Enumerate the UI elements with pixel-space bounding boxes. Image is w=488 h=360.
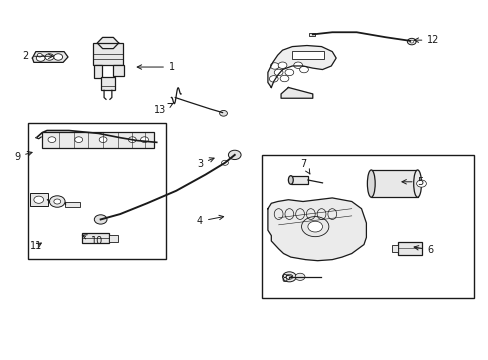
- Circle shape: [36, 55, 45, 61]
- Text: 12: 12: [413, 35, 439, 45]
- Circle shape: [54, 199, 61, 204]
- Bar: [42, 132, 154, 148]
- Polygon shape: [267, 45, 335, 87]
- Circle shape: [274, 69, 283, 76]
- Text: 3: 3: [197, 158, 214, 169]
- Polygon shape: [97, 37, 119, 49]
- Circle shape: [307, 221, 322, 232]
- Ellipse shape: [288, 176, 293, 184]
- Circle shape: [45, 54, 54, 60]
- Polygon shape: [32, 51, 68, 62]
- Bar: [370, 170, 417, 197]
- Circle shape: [37, 53, 42, 57]
- Circle shape: [49, 196, 65, 207]
- Bar: [30, 193, 47, 206]
- Circle shape: [221, 160, 228, 165]
- Circle shape: [34, 196, 43, 203]
- Circle shape: [407, 39, 415, 45]
- Bar: [113, 65, 123, 76]
- Bar: [65, 202, 80, 207]
- Text: 11: 11: [30, 241, 42, 251]
- Text: 9: 9: [14, 152, 32, 162]
- Bar: [93, 43, 122, 65]
- Text: 10: 10: [82, 235, 103, 246]
- Text: 1: 1: [137, 62, 175, 72]
- Bar: [391, 244, 397, 252]
- Circle shape: [99, 137, 107, 143]
- Text: 6: 6: [413, 245, 432, 255]
- Bar: [109, 234, 118, 242]
- Circle shape: [269, 76, 278, 82]
- Circle shape: [285, 274, 292, 279]
- Circle shape: [94, 215, 107, 224]
- Circle shape: [270, 63, 279, 69]
- Ellipse shape: [366, 170, 374, 197]
- Bar: [290, 176, 307, 184]
- Circle shape: [280, 75, 288, 82]
- Circle shape: [278, 62, 286, 68]
- Circle shape: [282, 272, 296, 282]
- Bar: [27, 123, 166, 259]
- Bar: [94, 65, 102, 78]
- Circle shape: [75, 137, 82, 143]
- Circle shape: [48, 137, 56, 143]
- Text: 4: 4: [197, 215, 223, 226]
- Bar: [82, 233, 109, 243]
- Circle shape: [293, 62, 302, 68]
- Circle shape: [295, 273, 305, 280]
- Circle shape: [219, 111, 227, 116]
- Text: 8: 8: [281, 274, 292, 284]
- Ellipse shape: [413, 170, 421, 197]
- Bar: [397, 242, 422, 255]
- Circle shape: [285, 69, 293, 76]
- Bar: [309, 33, 315, 36]
- Bar: [292, 51, 324, 59]
- Circle shape: [128, 137, 136, 143]
- Polygon shape: [281, 87, 312, 98]
- Circle shape: [228, 150, 241, 159]
- Polygon shape: [267, 198, 366, 261]
- Text: 2: 2: [22, 51, 53, 61]
- Circle shape: [416, 180, 426, 187]
- Text: 13: 13: [154, 103, 172, 115]
- Bar: [101, 77, 115, 90]
- Bar: [261, 155, 473, 298]
- Text: 5: 5: [401, 177, 423, 187]
- Circle shape: [54, 54, 62, 60]
- Circle shape: [409, 40, 413, 43]
- Circle shape: [141, 137, 148, 143]
- Circle shape: [301, 217, 328, 237]
- Circle shape: [299, 66, 308, 73]
- Text: 7: 7: [300, 159, 309, 174]
